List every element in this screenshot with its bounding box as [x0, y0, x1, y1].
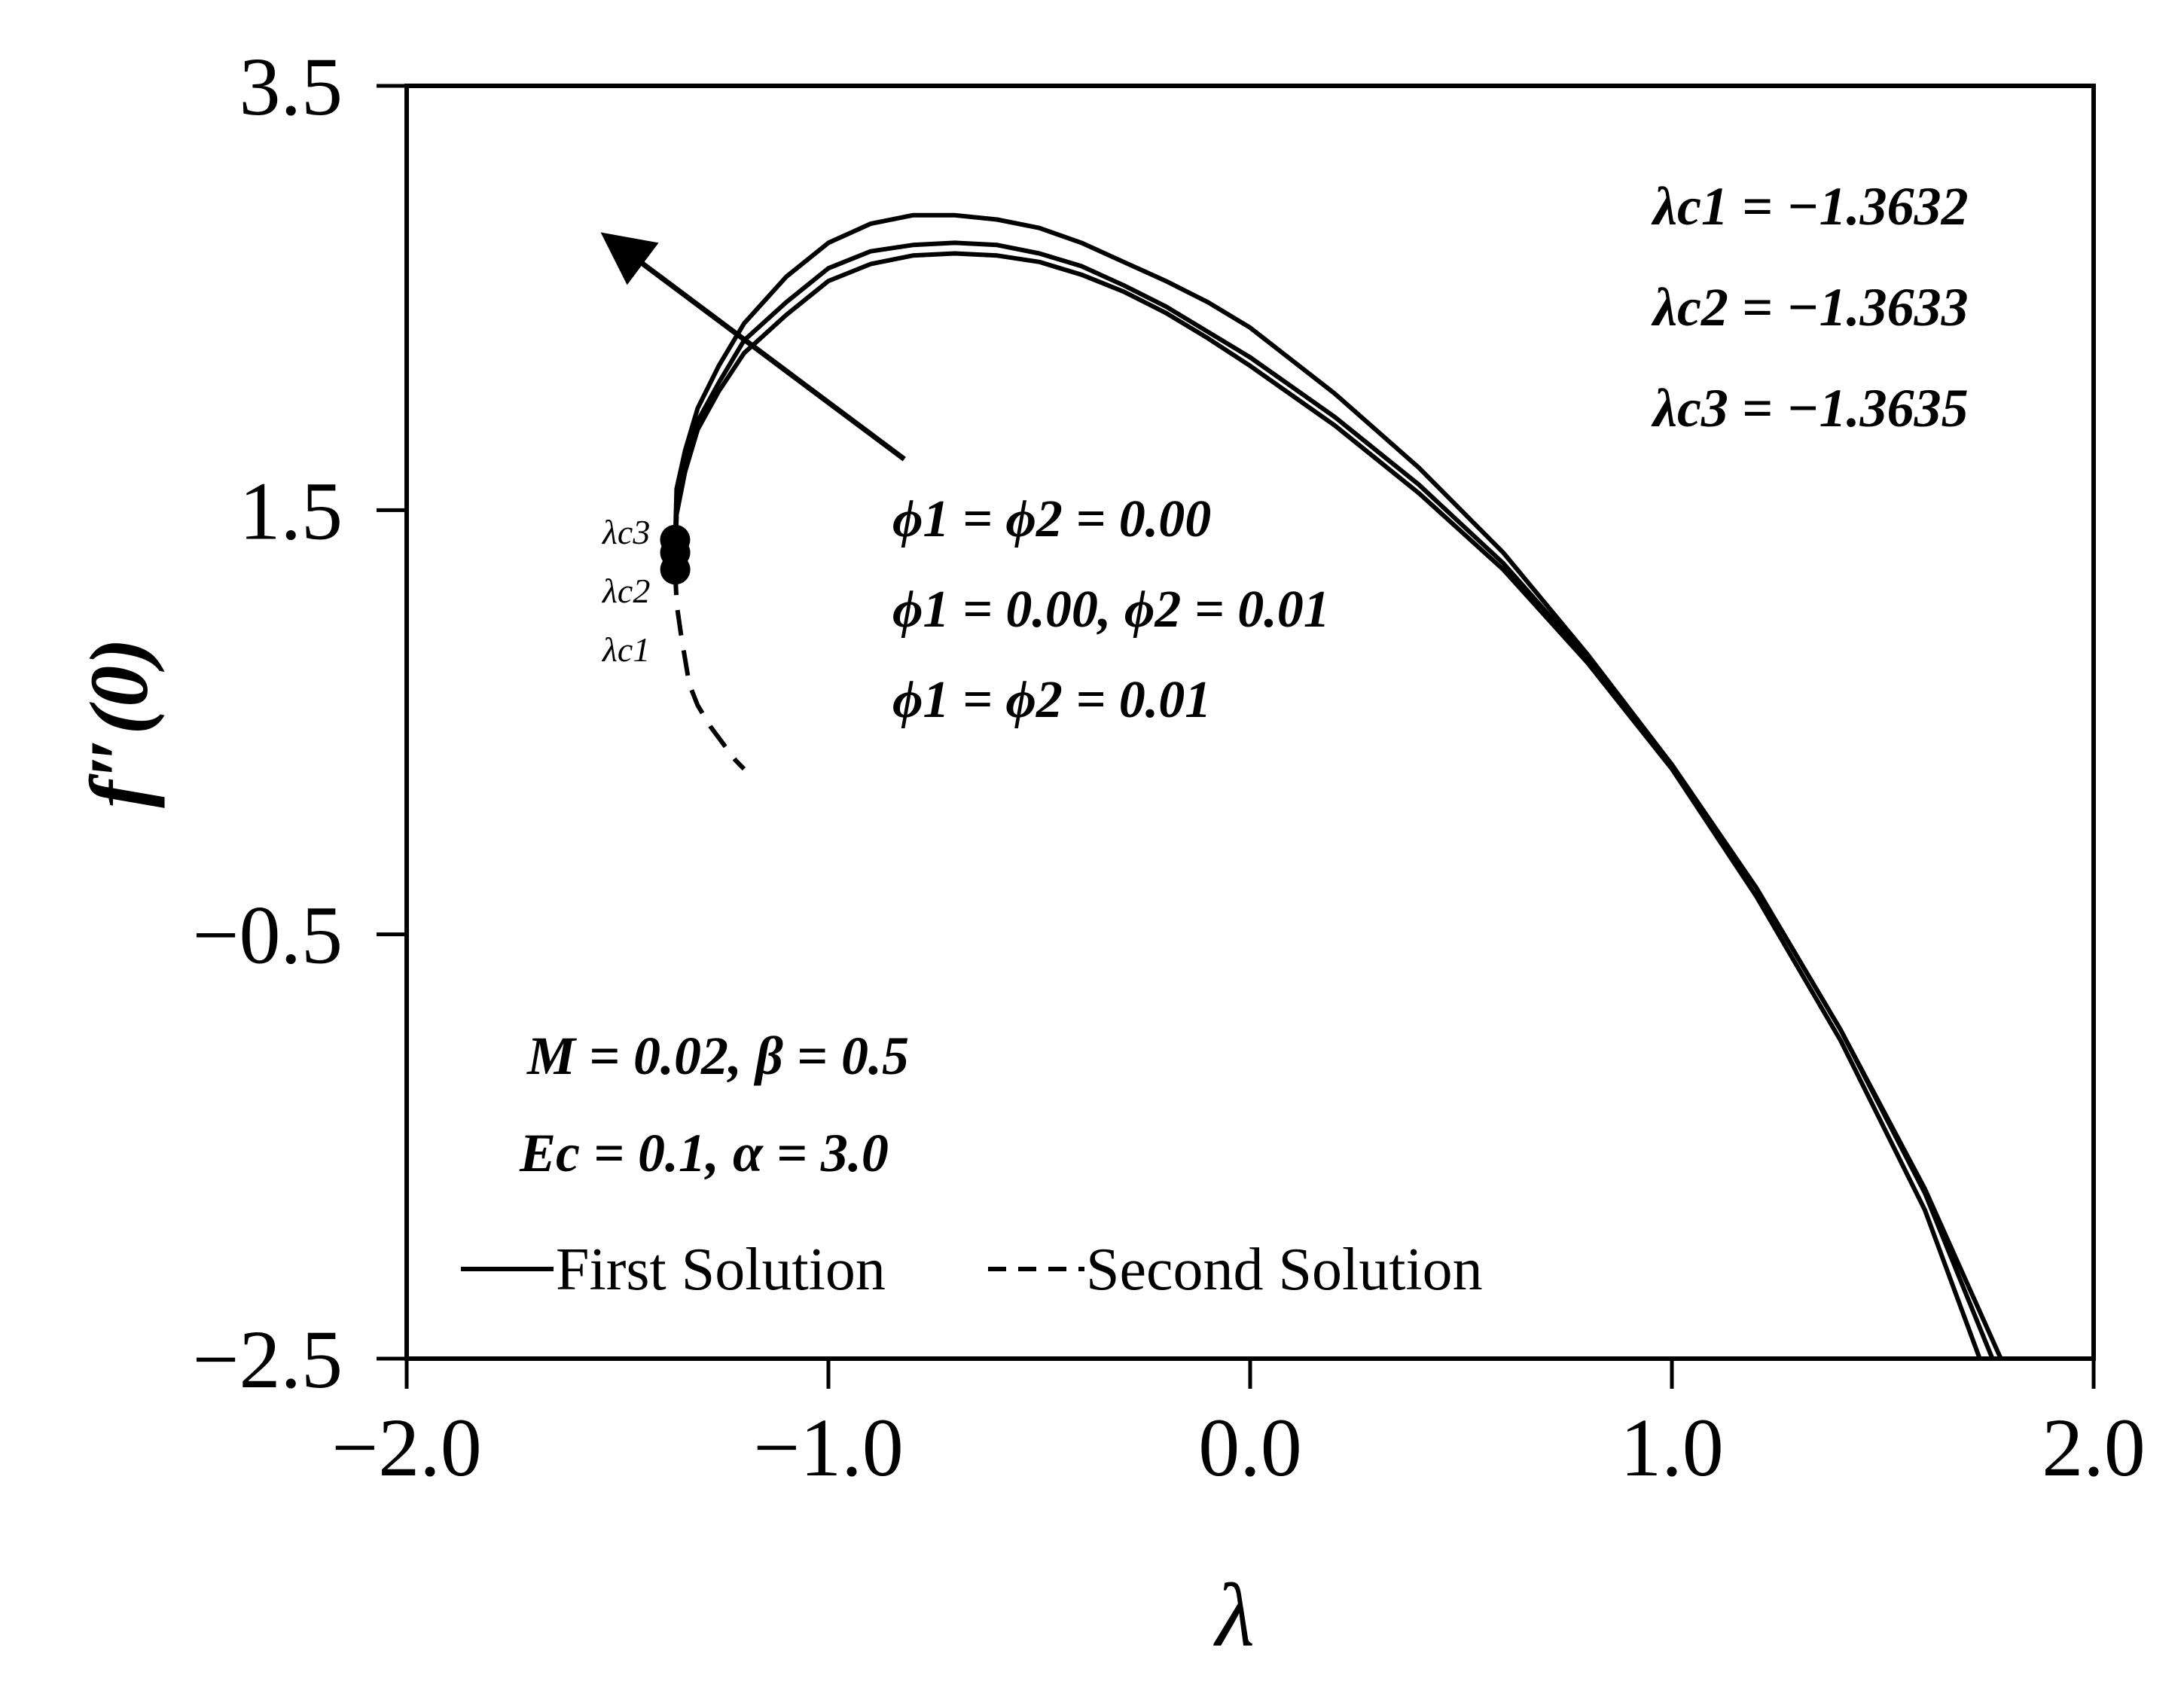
y-tick-label: 3.5	[239, 41, 343, 133]
critical-point-3	[660, 524, 691, 555]
critical-point-labels: λc3 λc2 λc1	[601, 513, 650, 669]
lambda-c2-label: λc2	[601, 572, 650, 610]
x-tick-label: −1.0	[753, 1402, 904, 1493]
legend: First Solution Second Solution	[461, 1237, 1483, 1303]
curves	[673, 212, 2003, 1360]
phi-label-3: ϕ1 = ϕ2 = 0.01	[892, 671, 1211, 729]
second-solution-line	[673, 569, 746, 771]
params-annotation: M = 0.02, β = 0.5 Ec = 0.1, α = 3.0	[519, 1026, 909, 1183]
params-line-2: Ec = 0.1, α = 3.0	[519, 1123, 889, 1183]
x-tick-label: 2.0	[2042, 1402, 2146, 1493]
critical-points	[660, 524, 691, 585]
y-axis-title: f″(0)	[73, 638, 165, 808]
legend-first-solution: First Solution	[556, 1237, 886, 1303]
x-tick-label: 0.0	[1198, 1402, 1302, 1493]
y-tick-label: −0.5	[192, 889, 343, 981]
legend-second-solution: Second Solution	[1086, 1237, 1483, 1303]
phi-label-2: ϕ1 = 0.00, ϕ2 = 0.01	[892, 581, 1330, 639]
critical-value-1: λc1 = −1.3632	[1651, 176, 1969, 236]
lambda-c3-label: λc3	[601, 513, 650, 551]
axis-ticks: −2.0 −1.0 0.0 1.0 2.0 3.5 1.5 −0.5 −2.5	[192, 41, 2145, 1493]
first-solution-line-2	[673, 240, 1995, 1360]
first-solution-line-3	[673, 251, 1982, 1360]
critical-value-2: λc2 = −1.3633	[1651, 277, 1969, 337]
phi-label-1: ϕ1 = ϕ2 = 0.00	[892, 490, 1211, 548]
critical-values-annotation: λc1 = −1.3632 λc2 = −1.3633 λc3 = −1.363…	[1651, 176, 1969, 438]
y-tick-label: −2.5	[192, 1313, 343, 1405]
direction-arrow	[600, 232, 906, 462]
critical-value-3: λc3 = −1.3635	[1651, 378, 1969, 438]
x-axis-title: λ	[1213, 1565, 1255, 1665]
x-tick-label: −2.0	[331, 1402, 482, 1493]
params-line-1: M = 0.02, β = 0.5	[526, 1026, 909, 1086]
phi-annotation: ϕ1 = ϕ2 = 0.00 ϕ1 = 0.00, ϕ2 = 0.01 ϕ1 =…	[892, 490, 1330, 729]
lambda-c1-label: λc1	[601, 630, 650, 669]
x-tick-label: 1.0	[1620, 1402, 1724, 1493]
y-tick-label: 1.5	[239, 465, 343, 557]
